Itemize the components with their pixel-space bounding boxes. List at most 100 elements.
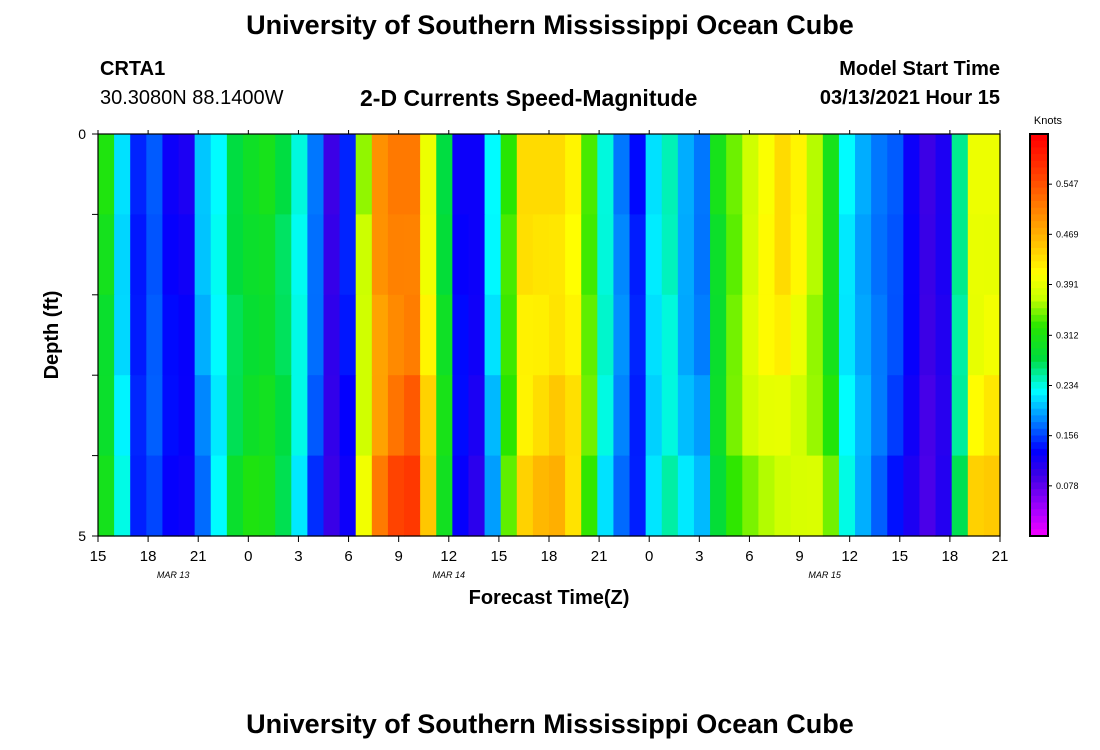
chart-title: 2-D Currents Speed-Magnitude bbox=[360, 85, 698, 111]
heatmap-cell bbox=[661, 294, 679, 376]
heatmap-cell bbox=[484, 294, 502, 376]
heatmap-cell bbox=[919, 134, 937, 215]
heatmap-cell bbox=[194, 214, 212, 296]
colorbar-swatch bbox=[1030, 247, 1048, 256]
y-axis: 05 bbox=[78, 126, 98, 544]
colorbar-swatch bbox=[1030, 301, 1048, 309]
heatmap-cell bbox=[371, 375, 389, 457]
heatmap-cell bbox=[532, 455, 550, 537]
x-tick-label: 21 bbox=[992, 548, 1009, 565]
heatmap-cell bbox=[645, 455, 663, 537]
x-tick-label: 21 bbox=[591, 548, 608, 565]
heatmap-cell bbox=[291, 455, 308, 537]
x-tick-label: 3 bbox=[695, 548, 703, 565]
x-tick-label: 3 bbox=[294, 548, 302, 565]
heatmap-cell bbox=[210, 455, 228, 537]
colorbar-swatch bbox=[1030, 234, 1048, 242]
heatmap-cell bbox=[516, 294, 534, 376]
heatmap-cell bbox=[404, 455, 421, 537]
heatmap-cell bbox=[162, 294, 180, 376]
heatmap-cell bbox=[420, 375, 437, 457]
heatmap-cell bbox=[742, 455, 759, 537]
heatmap-cell bbox=[855, 134, 872, 215]
date-labels: MAR 13 MAR 14 MAR 15 bbox=[157, 570, 842, 580]
page-title: University of Southern Mississippi Ocean… bbox=[246, 10, 854, 40]
colorbar-swatch bbox=[1030, 180, 1048, 189]
colorbar-swatch bbox=[1030, 475, 1048, 483]
heatmap-cell bbox=[871, 375, 888, 457]
colorbar-swatch bbox=[1030, 160, 1048, 169]
x-tick-label: 0 bbox=[645, 548, 653, 565]
heatmap-cell bbox=[871, 134, 888, 215]
heatmap-cell bbox=[774, 134, 792, 215]
heatmap-cell bbox=[919, 455, 937, 537]
heatmap-cell bbox=[951, 134, 969, 215]
heatmap-cell bbox=[935, 134, 953, 215]
heatmap-cell bbox=[806, 214, 824, 296]
heatmap-cell bbox=[565, 134, 582, 215]
x-tick-label: 18 bbox=[140, 548, 157, 565]
colorbar-label: Knots bbox=[1034, 115, 1063, 127]
heatmap-cell bbox=[339, 134, 357, 215]
heatmap-cells bbox=[98, 134, 1001, 537]
heatmap-cell bbox=[951, 294, 969, 376]
heatmap-cell bbox=[629, 375, 647, 457]
heatmap-cell bbox=[967, 294, 985, 376]
heatmap-cell bbox=[581, 294, 598, 376]
x-tick-label: 15 bbox=[90, 548, 107, 565]
heatmap-cell bbox=[355, 134, 373, 215]
heatmap-cell bbox=[178, 294, 196, 376]
heatmap-cell bbox=[726, 214, 743, 296]
heatmap-cell bbox=[565, 375, 582, 457]
colorbar-swatch bbox=[1030, 147, 1048, 155]
heatmap-cell bbox=[323, 214, 341, 296]
heatmap-cell bbox=[404, 375, 421, 457]
heatmap-cell bbox=[98, 214, 115, 296]
heatmap-cell bbox=[726, 455, 743, 537]
heatmap-cell bbox=[307, 294, 325, 376]
heatmap-cell bbox=[565, 294, 582, 376]
colorbar-swatch bbox=[1030, 482, 1048, 490]
heatmap-cell bbox=[532, 134, 550, 215]
heatmap-cell bbox=[339, 375, 357, 457]
heatmap-cell bbox=[259, 455, 276, 537]
heatmap-cell bbox=[935, 455, 953, 537]
colorbar-tick-label: 0.312 bbox=[1056, 330, 1079, 340]
heatmap-cell bbox=[758, 455, 776, 537]
colorbar-swatch bbox=[1030, 448, 1048, 457]
x-tick-label: 6 bbox=[344, 548, 352, 565]
heatmap-cell bbox=[790, 455, 808, 537]
y-tick-label: 5 bbox=[78, 528, 86, 544]
heatmap-cell bbox=[790, 214, 808, 296]
heatmap-cell bbox=[291, 134, 308, 215]
heatmap-cell bbox=[983, 455, 1001, 537]
x-tick-label: 15 bbox=[891, 548, 908, 565]
heatmap-cell bbox=[500, 134, 518, 215]
heatmap-cell bbox=[404, 294, 421, 376]
colorbar-tick-label: 0.078 bbox=[1056, 481, 1079, 491]
heatmap-cell bbox=[468, 375, 486, 457]
heatmap-cell bbox=[516, 375, 534, 457]
heatmap-cell bbox=[500, 294, 518, 376]
x-tick-label: 9 bbox=[394, 548, 402, 565]
heatmap-cell bbox=[887, 214, 904, 296]
heatmap-cell bbox=[404, 134, 421, 215]
heatmap-cell bbox=[259, 214, 276, 296]
heatmap-cell bbox=[162, 214, 180, 296]
heatmap-cell bbox=[790, 134, 808, 215]
heatmap-cell bbox=[855, 375, 872, 457]
heatmap-cell bbox=[355, 375, 373, 457]
heatmap-cell bbox=[114, 455, 131, 537]
date-label: MAR 14 bbox=[433, 570, 466, 580]
heatmap-cell bbox=[371, 294, 389, 376]
heatmap-cell bbox=[661, 134, 679, 215]
heatmap-cell bbox=[242, 375, 260, 457]
heatmap-cell bbox=[130, 294, 147, 376]
heatmap-cell bbox=[661, 375, 679, 457]
heatmap-cell bbox=[291, 294, 308, 376]
x-tick-label: 21 bbox=[190, 548, 207, 565]
heatmap-cell bbox=[532, 294, 550, 376]
colorbar-swatch bbox=[1030, 254, 1048, 262]
heatmap-cell bbox=[645, 294, 663, 376]
heatmap-cell bbox=[98, 375, 115, 457]
